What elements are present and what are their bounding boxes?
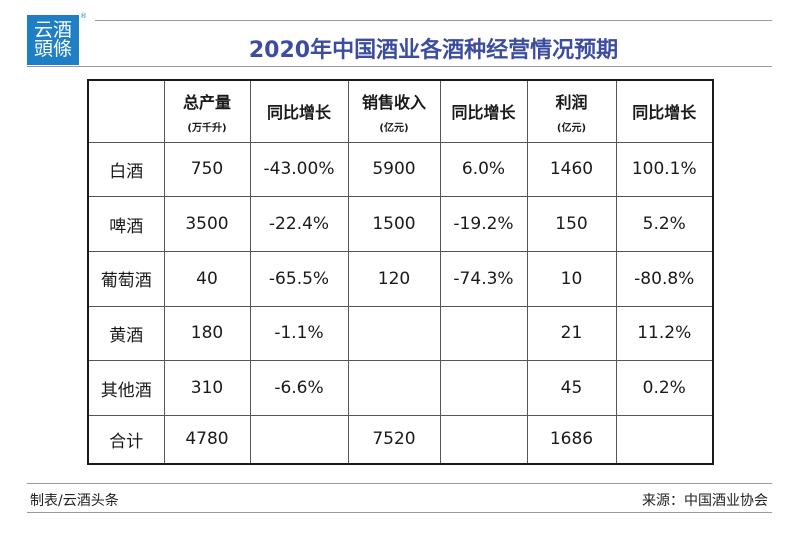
table-cell: 7520 (347, 414, 441, 465)
table-cell: 120 (347, 250, 441, 307)
row-label: 合计 (87, 414, 165, 465)
title-divider (27, 66, 772, 67)
header-label: 利润 (555, 92, 588, 112)
header-label: 同比增长 (266, 103, 331, 123)
table-row: 黄酒 180 -1.1% 21 11.2% (87, 305, 714, 362)
table-cell: 1500 (347, 196, 441, 252)
header-cell: 利润 (亿元) (526, 79, 617, 143)
row-label: 黄酒 (87, 305, 165, 362)
table-cell: 11.2% (615, 305, 714, 362)
table-cell: -6.6% (249, 360, 349, 416)
header-corner (87, 79, 165, 143)
table-row: 其他酒 310 -6.6% 45 0.2% (87, 360, 714, 416)
table-cell: 750 (163, 141, 251, 198)
header-unit: (亿元) (556, 122, 587, 134)
table-cell: -43.00% (249, 141, 349, 198)
table-cell: 4780 (163, 414, 251, 465)
table-cell: 40 (163, 250, 251, 307)
row-label: 啤酒 (87, 196, 165, 252)
table-cell: 21 (526, 305, 617, 362)
table-header-row: 总产量 (万千升) 同比增长 销售收入 (亿元) 同比增长 利润 (亿元) 同比… (87, 79, 714, 143)
table-cell (439, 414, 528, 465)
footer-source: 来源：中国酒业协会 (642, 493, 768, 509)
table-row: 葡萄酒 40 -65.5% 120 -74.3% 10 -80.8% (87, 250, 714, 307)
table-cell: 5900 (347, 141, 441, 198)
header-cell: 同比增长 (615, 79, 714, 143)
row-label: 葡萄酒 (87, 250, 165, 307)
table-cell: -19.2% (439, 196, 528, 252)
table-cell: 45 (526, 360, 617, 416)
header-label: 销售收入 (361, 92, 426, 112)
table-cell: -80.8% (615, 250, 714, 307)
table-cell: 1460 (526, 141, 617, 198)
header-unit: (万千升) (187, 122, 227, 134)
header-unit: (亿元) (379, 122, 409, 134)
footer-divider (27, 483, 772, 484)
table-cell: -74.3% (439, 250, 528, 307)
table-cell: 0.2% (615, 360, 714, 416)
row-label: 白酒 (87, 141, 165, 198)
table-cell (439, 305, 528, 362)
header-cell: 同比增长 (249, 79, 349, 143)
table-cell (439, 360, 528, 416)
table-row: 啤酒 3500 -22.4% 1500 -19.2% 150 5.2% (87, 196, 714, 252)
page-title: 2020年中国酒业各酒种经营情况预期 (248, 38, 619, 63)
data-table: 总产量 (万千升) 同比增长 销售收入 (亿元) 同比增长 利润 (亿元) 同比… (87, 79, 714, 465)
table-cell: 5.2% (615, 196, 714, 252)
header-label: 同比增长 (451, 103, 516, 123)
table-cell: 1686 (526, 414, 617, 465)
table-cell: 100.1% (615, 141, 714, 198)
header-cell: 销售收入 (亿元) (347, 79, 441, 143)
row-label: 其他酒 (87, 360, 165, 416)
header-label: 总产量 (182, 92, 231, 112)
table-row: 白酒 750 -43.00% 5900 6.0% 1460 100.1% (87, 141, 714, 198)
table-cell: 10 (526, 250, 617, 307)
table-cell: 180 (163, 305, 251, 362)
table-cell (347, 305, 441, 362)
table-cell: -22.4% (249, 196, 349, 252)
registered-mark: ® (80, 12, 87, 20)
table-total-row: 合计 4780 7520 1686 (87, 414, 714, 465)
table-cell (249, 414, 349, 465)
brand-logo: 云酒 頭條 (27, 15, 79, 65)
table-cell (347, 360, 441, 416)
header-cell: 同比增长 (439, 79, 528, 143)
table-cell: 310 (163, 360, 251, 416)
header-label: 同比增长 (632, 103, 697, 123)
header-cell: 总产量 (万千升) (163, 79, 251, 143)
table-cell: 150 (526, 196, 617, 252)
table-cell: -1.1% (249, 305, 349, 362)
table-cell: 3500 (163, 196, 251, 252)
logo-line-1: 云酒 (33, 19, 72, 41)
footer-bottom-divider (27, 512, 772, 513)
table-cell: 6.0% (439, 141, 528, 198)
table-cell: -65.5% (249, 250, 349, 307)
logo-line-2: 頭條 (33, 38, 72, 60)
table-cell (615, 414, 714, 465)
footer-credit: 制表/云酒头条 (30, 493, 119, 509)
top-divider (95, 20, 772, 21)
